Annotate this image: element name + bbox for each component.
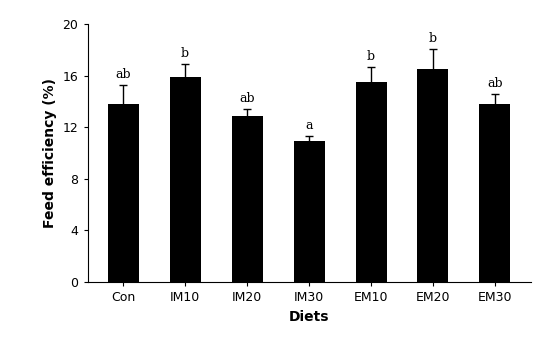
Text: b: b — [181, 47, 189, 60]
Text: ab: ab — [487, 77, 503, 90]
Bar — [356, 82, 387, 282]
Text: a: a — [305, 119, 313, 132]
Bar — [480, 104, 510, 282]
Text: b: b — [367, 51, 375, 63]
Y-axis label: Feed efficiency (%): Feed efficiency (%) — [43, 78, 57, 228]
Bar — [294, 141, 324, 282]
Text: b: b — [429, 32, 437, 45]
Bar — [417, 69, 449, 282]
Bar — [170, 77, 201, 282]
Text: ab: ab — [115, 68, 131, 81]
Text: ab: ab — [239, 92, 255, 105]
X-axis label: Diets: Diets — [289, 310, 329, 324]
Bar — [231, 116, 263, 282]
Bar — [108, 104, 138, 282]
